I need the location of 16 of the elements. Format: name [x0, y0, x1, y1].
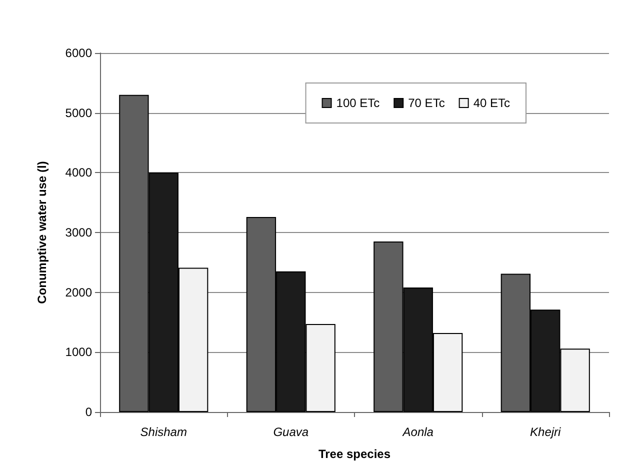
- x-axis-title: Tree species: [318, 447, 391, 461]
- x-tick-label: Guava: [273, 425, 309, 439]
- legend-label: 100 ETc: [336, 96, 380, 110]
- y-tick-label: 1000: [65, 345, 92, 360]
- y-tick-label: 2000: [65, 285, 92, 300]
- x-tick-label: Khejri: [530, 425, 562, 439]
- x-tick-label: Aonla: [402, 425, 434, 439]
- y-tick-label: 4000: [65, 166, 92, 180]
- y-tick-label: 6000: [65, 46, 92, 60]
- x-tick-label: Shisham: [140, 425, 187, 439]
- y-tick-label: 3000: [65, 226, 92, 240]
- y-tick-label: 5000: [65, 106, 92, 120]
- y-axis-title: Conumptive water use (l): [35, 161, 49, 304]
- legend-label: 70 ETc: [408, 96, 445, 110]
- legend-label: 40 ETc: [473, 96, 510, 110]
- y-tick-label: 0: [85, 405, 92, 419]
